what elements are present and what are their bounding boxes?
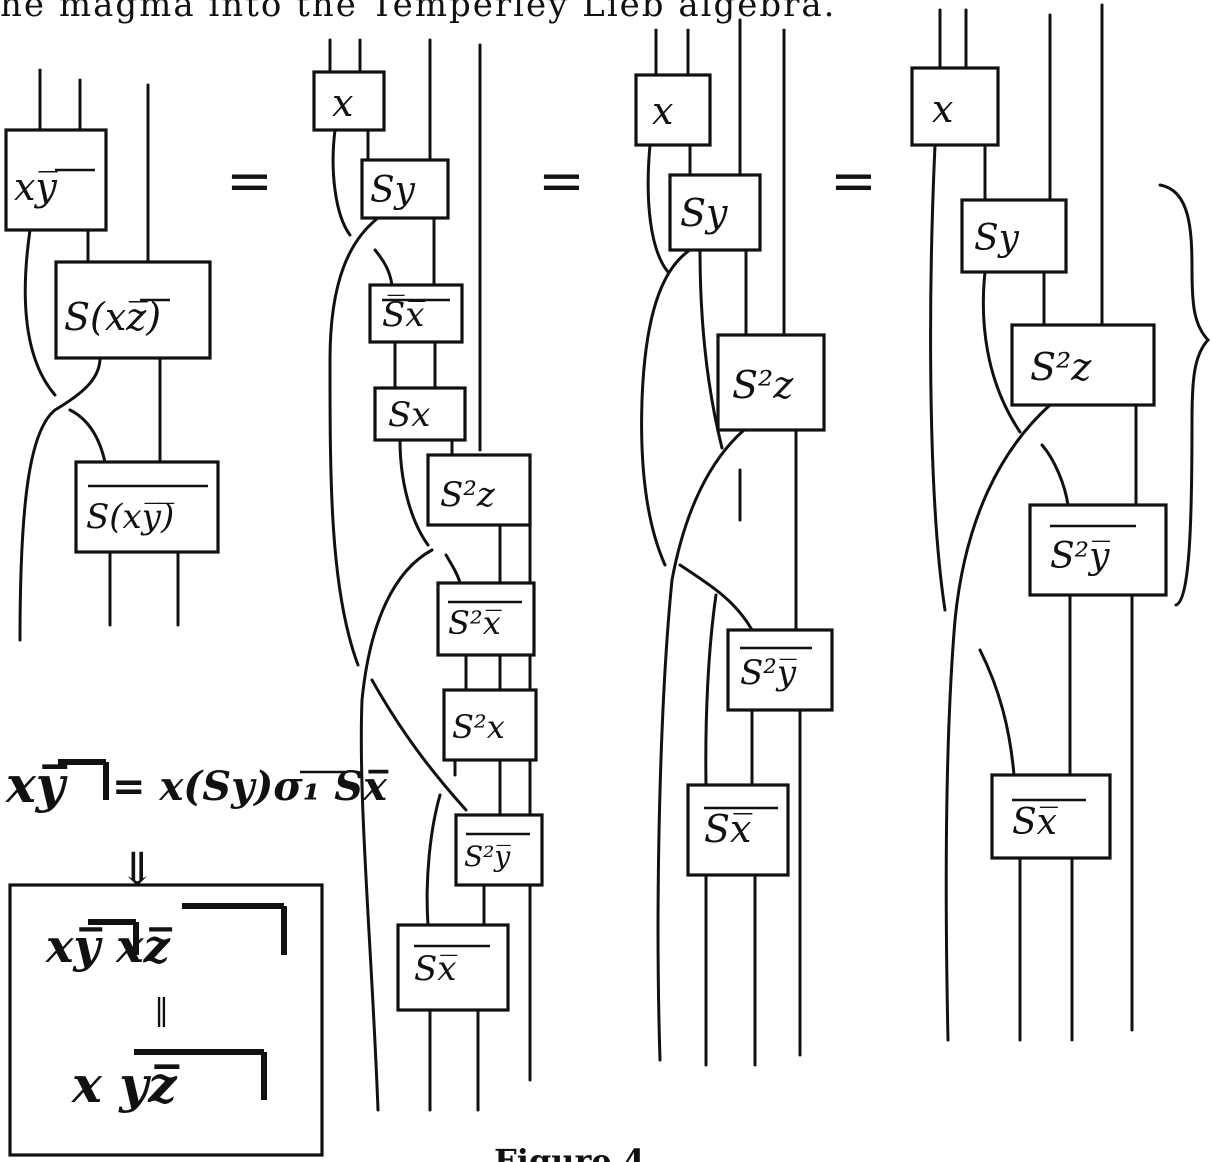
figure-caption: Figure 4 [494,1142,645,1162]
svg-text:Sy: Sy [680,191,728,235]
svg-text:Sx̅: Sx̅ [1012,802,1058,843]
svg-text:S²y̅: S²y̅ [740,653,797,693]
box-x [312,70,386,132]
header-text: he magma into the Temperley Lieb algebra… [0,0,836,25]
implies-arrow: ⇓ [118,842,157,896]
svg-text:Sx: Sx [388,395,430,435]
formula-rhs: = x(Sy)σ₁ Sx̅ [112,763,388,810]
box-xy-bar [4,128,108,232]
box-x [634,73,712,147]
equals-2: = [538,149,585,214]
label-S-xy-bar-bar: S(xy̅)̅ [86,497,174,537]
curly-brace [1158,183,1211,607]
svg-text:Sy: Sy [370,170,416,211]
box-S-xy-bar-bar [74,460,220,554]
svg-text:x: x [932,87,953,131]
box-S-xz-bar [54,260,212,360]
equals-1: = [226,149,273,214]
box-Sx-bar-2 [396,923,510,1012]
svg-text:Sx̅: Sx̅ [414,949,457,989]
box-Sy [360,158,450,220]
box-S2z [1010,323,1156,407]
box-Sx-bar [686,783,790,877]
label-xy-bar: xy̅ [14,165,58,209]
svg-text:x: x [332,81,353,125]
box-S2x-bar [436,581,536,657]
svg-text:S²z: S²z [440,475,496,515]
label-S-xz-bar: S(xz̅) [64,295,161,339]
identity-bottom: x yz̅ [71,1055,179,1114]
svg-text:S²x: S²x [452,708,505,746]
box-Sx-bar [990,773,1112,860]
box-S2y-bar [726,628,834,712]
box-Sx-bar [368,283,464,344]
diagram-4: x Sy S²z S²y̅ Sx̅ [910,3,1211,1042]
diagram-3: x Sy S²z S²y̅ Sx̅ [634,18,834,1067]
formula-block: xy̅ = x(Sy)σ₁ Sx̅ ⇓ xy̅ xz̅ ‖ x yz̅ [5,755,388,1157]
box-S2z [716,333,826,432]
box-S2x [442,688,538,762]
box-S2y-bar [1028,503,1168,597]
svg-text:S²x̅: S²x̅ [448,604,502,642]
svg-text:Sx̅: Sx̅ [704,807,752,851]
identity-equals: ‖ [154,993,169,1028]
box-Sy [668,173,762,252]
box-x [910,66,1000,147]
diagram-1: xy̅ S(xz̅) S(xy̅)̅ [4,68,220,642]
svg-text:S²z: S²z [732,363,794,407]
box-Sx [373,386,467,442]
diagram-2: x Sy S̅x̅ Sx S²z S²x̅ S²x S²y̅ Sx̅ [312,38,544,1112]
svg-text:Sy: Sy [974,218,1020,259]
svg-text:x: x [652,89,673,133]
identity-top: xy̅ xz̅ [45,919,172,973]
box-S2z [426,453,532,527]
svg-text:S²y̅: S²y̅ [464,840,511,873]
svg-text:S²z: S²z [1030,345,1092,389]
box-Sy [960,198,1068,274]
svg-text:S²y̅: S²y̅ [1050,536,1110,577]
identity-box [8,883,324,1157]
formula-lhs: xy̅ [5,755,68,814]
box-S2y-bar [454,813,544,887]
equals-3: = [830,149,877,214]
